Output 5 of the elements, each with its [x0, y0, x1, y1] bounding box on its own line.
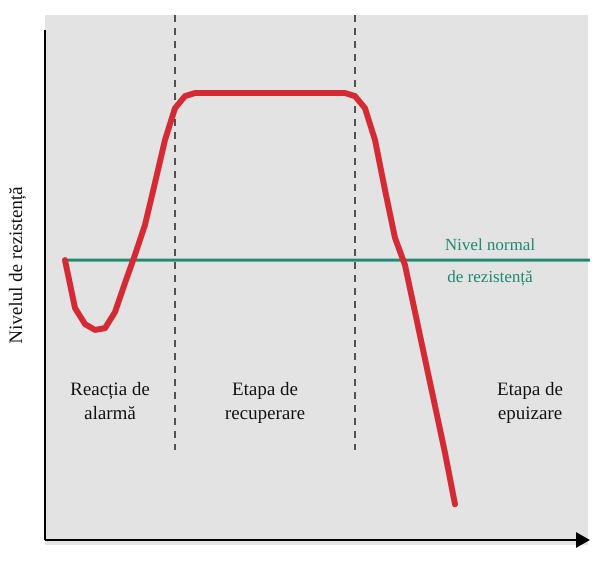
ref-line-label: Nivel normal de rezistență [444, 235, 536, 286]
y-axis-title: Nivelul de rezistență [6, 186, 27, 344]
annotation: Etapa de recuperare [224, 379, 306, 424]
text: Etapa de epuizare [497, 379, 563, 424]
annotation: Reacția de alarmă [70, 379, 150, 424]
